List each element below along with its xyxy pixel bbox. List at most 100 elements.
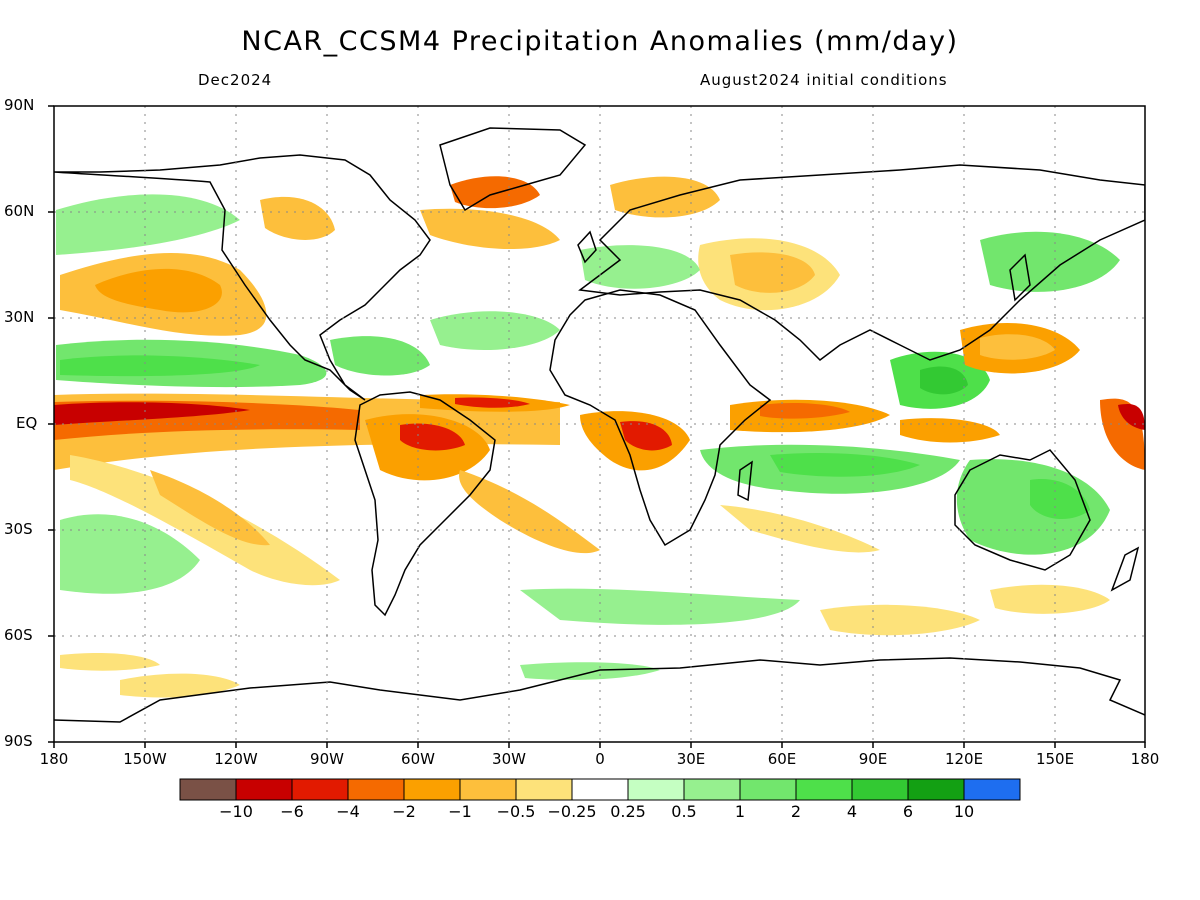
lon-label-60w: 60W (401, 750, 435, 768)
lat-label-60s: 60S (4, 626, 33, 644)
north-atlantic-wet-region (430, 311, 560, 350)
colorbar-swatch (347, 778, 405, 801)
europe-wet-region (580, 245, 700, 289)
maritime-continent-wet-core (920, 366, 968, 395)
lon-label-30e: 30E (676, 750, 706, 768)
south-america-coastline (354, 391, 496, 617)
lon-label-90w: 90W (310, 750, 344, 768)
colorbar (179, 778, 1021, 801)
west-pacific-dry-inner (980, 334, 1055, 360)
lat-label-90n: 90N (4, 96, 35, 114)
australia-wet-core (1030, 479, 1090, 520)
axis-ticks (48, 105, 1146, 748)
colorbar-label: −10 (219, 802, 253, 821)
colorbar-label: 10 (953, 802, 975, 821)
south-pacific-wet-region (60, 514, 200, 594)
east-asia-wet-region (980, 231, 1120, 292)
africa-coastline (549, 289, 772, 547)
colorbar-swatch (907, 778, 965, 801)
colorbar-swatch (515, 778, 573, 801)
japan-coastline (1009, 253, 1031, 302)
madagascar-coastline (737, 460, 753, 502)
north-america-dry-region (260, 196, 335, 240)
lon-label-0: 0 (595, 750, 605, 768)
scandinavia-dry-region (610, 176, 720, 218)
colorbar-label: −1 (448, 802, 472, 821)
initial-conditions-label: August2024 initial conditions (700, 71, 948, 89)
lon-label-30w: 30W (492, 750, 526, 768)
lat-label-eq: EQ (16, 414, 38, 432)
lat-label-60n: 60N (4, 202, 35, 220)
eurasia-coastline (578, 164, 1145, 361)
atlantic-itcz-dry-core (455, 397, 530, 408)
north-pacific-wet-band (56, 194, 240, 255)
lon-label-150w: 150W (123, 750, 167, 768)
lat-label-30s: 30S (4, 520, 33, 538)
lon-label-180e: 180 (1130, 750, 1160, 768)
australia-coastline (954, 449, 1091, 571)
colorbar-swatch (403, 778, 461, 801)
lon-label-120e: 120E (944, 750, 984, 768)
colorbar-label: 1 (734, 802, 746, 821)
lat-label-90s: 90S (4, 732, 33, 750)
forecast-month-label: Dec2024 (198, 71, 273, 89)
colorbar-swatch (851, 778, 909, 801)
north-atlantic-dry-region (420, 208, 560, 250)
lon-label-180w: 180 (39, 750, 69, 768)
antarctic-coast-wet-band (520, 662, 660, 680)
north-pacific-dry-core (95, 268, 222, 313)
colorbar-label: 4 (846, 802, 858, 821)
south-indian-wet-core (770, 453, 920, 477)
central-asia-dry-core (730, 252, 815, 293)
coastlines (54, 127, 1145, 723)
colorbar-label: 0.5 (671, 802, 697, 821)
indonesia-dry-region (900, 418, 1000, 443)
antarctic-coast-dry-band (120, 673, 240, 698)
caribbean-wet-region (330, 336, 430, 376)
colorbar-swatch (627, 778, 685, 801)
south-atlantic-dry-band (459, 470, 600, 554)
greenland-coastline (439, 127, 587, 212)
lon-label-90e: 90E (858, 750, 888, 768)
colorbar-label: −0.25 (547, 802, 597, 821)
amazon-dry-core (400, 423, 465, 451)
central-africa-dry-core (620, 421, 672, 451)
colorbar-swatch (459, 778, 517, 801)
colorbar-swatch (179, 778, 237, 801)
british-isles-coastline (577, 230, 597, 264)
southern-ocean-dry-band-east (990, 584, 1110, 614)
colorbar-label: −2 (392, 802, 416, 821)
equatorial-pacific-dry-core (54, 402, 250, 425)
south-pacific-polar-dry-band (60, 653, 160, 671)
colorbar-swatch (795, 778, 853, 801)
colorbar-swatch (235, 778, 293, 801)
north-america-coastline (54, 154, 431, 401)
lon-label-150e: 150E (1035, 750, 1075, 768)
dateline-dry-core (1118, 404, 1145, 430)
antarctica-coastline (54, 657, 1145, 723)
colorbar-swatch (739, 778, 797, 801)
colorbar-swatch (963, 778, 1021, 801)
map-title: NCAR_CCSM4 Precipitation Anomalies (mm/d… (241, 26, 959, 57)
anomaly-field (54, 176, 1145, 698)
colorbar-swatch (683, 778, 741, 801)
new-zealand-coastline (1110, 546, 1140, 592)
southern-ocean-dry-band (820, 604, 980, 636)
colorbar-label: 0.25 (610, 802, 646, 821)
graticule (54, 106, 1145, 742)
colorbar-label: −6 (280, 802, 304, 821)
colorbar-swatch (571, 778, 629, 801)
southern-ocean-wet-band (520, 588, 800, 625)
colorbar-label: −0.5 (496, 802, 536, 821)
south-pacific-dry-core (150, 470, 270, 546)
subtropical-wet-core (60, 355, 260, 377)
south-indian-dry-streak (720, 505, 880, 553)
colorbar-label: 2 (790, 802, 802, 821)
lat-label-30n: 30N (4, 308, 35, 326)
colorbar-swatch (291, 778, 349, 801)
colorbar-label: −4 (336, 802, 360, 821)
lon-label-120w: 120W (214, 750, 258, 768)
indian-ocean-dry-core (760, 402, 850, 419)
lon-label-60e: 60E (767, 750, 797, 768)
